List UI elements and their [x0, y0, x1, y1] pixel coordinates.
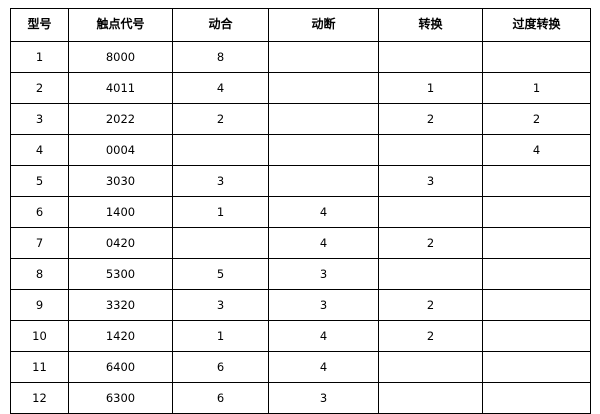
cell-model: 1 — [10, 41, 69, 73]
cell-normally-closed: 3 — [268, 258, 379, 290]
cell-normally-open — [172, 227, 269, 259]
cell-model: 5 — [10, 165, 69, 197]
cell-transition-changeover: 1 — [482, 72, 591, 104]
table-row: 1 8000 8 — [10, 41, 591, 73]
cell-contact-code: 5300 — [68, 258, 173, 290]
table-row: 12 6300 6 3 — [10, 382, 591, 414]
cell-normally-closed — [268, 41, 379, 73]
cell-contact-code: 1400 — [68, 196, 173, 228]
column-header-transition-changeover: 过度转换 — [482, 8, 591, 42]
cell-changeover — [378, 41, 483, 73]
column-header-normally-open: 动合 — [172, 8, 269, 42]
cell-transition-changeover — [482, 351, 591, 383]
cell-normally-closed: 3 — [268, 382, 379, 414]
table-row: 7 0420 4 2 — [10, 227, 591, 259]
contact-spec-table: 型号 触点代号 动合 动断 转换 过度转换 1 8000 8 2 4011 4 — [10, 8, 591, 414]
cell-changeover — [378, 134, 483, 166]
table-row: 2 4011 4 1 1 — [10, 72, 591, 104]
cell-transition-changeover: 4 — [482, 134, 591, 166]
cell-contact-code: 0420 — [68, 227, 173, 259]
cell-model: 2 — [10, 72, 69, 104]
cell-normally-open: 3 — [172, 289, 269, 321]
cell-normally-open: 3 — [172, 165, 269, 197]
cell-normally-closed: 4 — [268, 351, 379, 383]
cell-contact-code: 3320 — [68, 289, 173, 321]
cell-model: 4 — [10, 134, 69, 166]
table-row: 4 0004 4 — [10, 134, 591, 166]
cell-contact-code: 2022 — [68, 103, 173, 135]
column-header-model: 型号 — [10, 8, 69, 42]
cell-normally-open: 1 — [172, 320, 269, 352]
cell-normally-open: 8 — [172, 41, 269, 73]
table-row: 11 6400 6 4 — [10, 351, 591, 383]
cell-model: 6 — [10, 196, 69, 228]
column-header-contact-code: 触点代号 — [68, 8, 173, 42]
cell-changeover: 2 — [378, 320, 483, 352]
cell-transition-changeover — [482, 382, 591, 414]
cell-changeover: 1 — [378, 72, 483, 104]
table-header-row: 型号 触点代号 动合 动断 转换 过度转换 — [10, 8, 591, 42]
cell-transition-changeover: 2 — [482, 103, 591, 135]
cell-transition-changeover — [482, 41, 591, 73]
cell-model: 12 — [10, 382, 69, 414]
spec-table-container: 型号 触点代号 动合 动断 转换 过度转换 1 8000 8 2 4011 4 — [10, 8, 591, 414]
cell-changeover: 2 — [378, 289, 483, 321]
table-row: 8 5300 5 3 — [10, 258, 591, 290]
cell-model: 10 — [10, 320, 69, 352]
cell-model: 3 — [10, 103, 69, 135]
table-row: 10 1420 1 4 2 — [10, 320, 591, 352]
cell-normally-open: 5 — [172, 258, 269, 290]
cell-changeover — [378, 196, 483, 228]
cell-transition-changeover — [482, 320, 591, 352]
cell-normally-closed: 4 — [268, 320, 379, 352]
cell-normally-closed — [268, 165, 379, 197]
cell-model: 9 — [10, 289, 69, 321]
cell-contact-code: 4011 — [68, 72, 173, 104]
cell-changeover: 2 — [378, 227, 483, 259]
cell-contact-code: 8000 — [68, 41, 173, 73]
table-row: 9 3320 3 3 2 — [10, 289, 591, 321]
cell-contact-code: 6400 — [68, 351, 173, 383]
cell-transition-changeover — [482, 227, 591, 259]
column-header-changeover: 转换 — [378, 8, 483, 42]
cell-contact-code: 6300 — [68, 382, 173, 414]
cell-normally-closed — [268, 103, 379, 135]
cell-transition-changeover — [482, 165, 591, 197]
column-header-normally-closed: 动断 — [268, 8, 379, 42]
cell-normally-closed: 4 — [268, 227, 379, 259]
cell-normally-open: 4 — [172, 72, 269, 104]
cell-normally-open: 2 — [172, 103, 269, 135]
cell-normally-open — [172, 134, 269, 166]
cell-model: 7 — [10, 227, 69, 259]
cell-normally-closed — [268, 134, 379, 166]
cell-changeover — [378, 258, 483, 290]
cell-contact-code: 3030 — [68, 165, 173, 197]
table-row: 5 3030 3 3 — [10, 165, 591, 197]
cell-changeover — [378, 382, 483, 414]
cell-normally-closed: 4 — [268, 196, 379, 228]
cell-contact-code: 1420 — [68, 320, 173, 352]
table-row: 3 2022 2 2 2 — [10, 103, 591, 135]
cell-normally-closed — [268, 72, 379, 104]
cell-changeover — [378, 351, 483, 383]
cell-normally-closed: 3 — [268, 289, 379, 321]
cell-normally-open: 1 — [172, 196, 269, 228]
cell-transition-changeover — [482, 289, 591, 321]
cell-changeover: 3 — [378, 165, 483, 197]
cell-changeover: 2 — [378, 103, 483, 135]
cell-model: 11 — [10, 351, 69, 383]
cell-contact-code: 0004 — [68, 134, 173, 166]
cell-normally-open: 6 — [172, 382, 269, 414]
table-row: 6 1400 1 4 — [10, 196, 591, 228]
cell-transition-changeover — [482, 196, 591, 228]
cell-normally-open: 6 — [172, 351, 269, 383]
cell-model: 8 — [10, 258, 69, 290]
cell-transition-changeover — [482, 258, 591, 290]
